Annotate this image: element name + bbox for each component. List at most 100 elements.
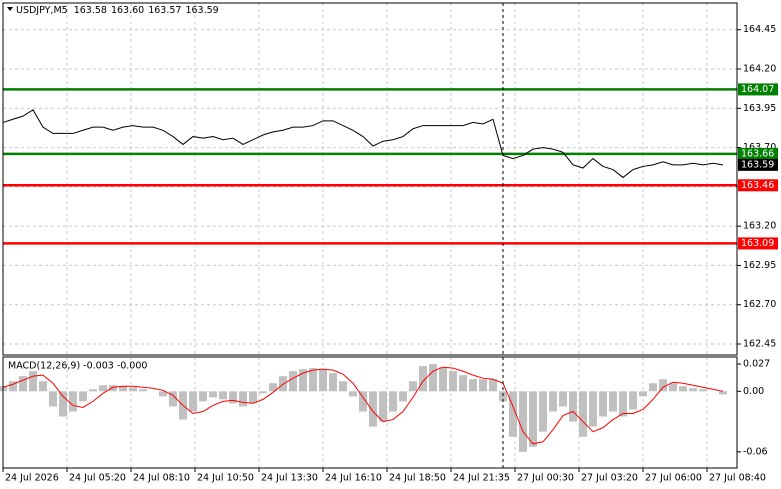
macd-bar — [479, 379, 487, 392]
y-tick-label: 162.95 — [743, 260, 776, 271]
macd-bar — [309, 368, 317, 392]
macd-bar — [129, 387, 137, 392]
y-tick-label: 164.45 — [743, 24, 776, 35]
level-label-box — [738, 237, 778, 250]
x-tick-label: 27 Jul 06:00 — [645, 473, 702, 484]
macd-bar — [429, 364, 437, 392]
ohlc-value: 163.60 — [111, 5, 144, 16]
macd-bar — [269, 383, 277, 392]
macd-bar — [69, 391, 77, 412]
macd-bar — [549, 391, 557, 412]
x-tick-label: 24 Jul 21:35 — [453, 473, 510, 484]
macd-bar — [59, 391, 67, 417]
macd-bar — [579, 391, 587, 437]
x-tick-label: 27 Jul 03:20 — [581, 473, 638, 484]
macd-bar — [569, 391, 577, 422]
level-label: 163.46 — [741, 180, 774, 191]
macd-title: MACD(12,26,9) -0.003 -0.000 — [8, 361, 147, 372]
current-price-box — [738, 158, 778, 171]
x-tick-label: 24 Jul 13:30 — [261, 473, 318, 484]
macd-bar — [349, 391, 357, 397]
y-tick-label: 163.95 — [743, 103, 776, 114]
macd-bar — [719, 391, 727, 395]
macd-bar — [359, 391, 367, 412]
macd-bar — [99, 385, 107, 392]
overlay: 24 Jul 2026 24 Jul 05:20 24 Jul 08:10 24 Ju… — [2, 24, 778, 484]
macd-bar — [29, 371, 37, 392]
macd-bar — [159, 391, 167, 397]
macd-bar — [619, 391, 627, 417]
y-tick-label: 0.00 — [743, 386, 764, 397]
macd-bar — [189, 391, 197, 412]
macd-bar — [599, 391, 607, 417]
macd-bar — [49, 391, 57, 407]
macd-bar — [289, 371, 297, 392]
macd-bar — [79, 391, 87, 402]
macd-bar — [19, 376, 27, 392]
macd-bar — [399, 391, 407, 402]
macd-panel-frame — [2, 356, 738, 469]
symbol-header: USDJPY,M5 163.58 163.60 163.57 163.59 — [16, 5, 219, 16]
macd-bar — [139, 389, 147, 392]
x-tick-label: 27 Jul 00:30 — [517, 473, 574, 484]
x-tick-label: 24 Jul 16:10 — [325, 473, 382, 484]
macd-bar — [499, 391, 507, 402]
macd-bar — [89, 389, 97, 392]
macd-bar — [9, 381, 17, 392]
macd-bar — [319, 369, 327, 392]
x-tick-label: 27 Jul 08:40 — [709, 473, 766, 484]
macd-bar — [559, 391, 567, 407]
y-tick-label: -0.06 — [743, 446, 768, 457]
symbol-title: USDJPY,M5 — [16, 5, 68, 16]
macd-bar — [239, 391, 247, 407]
macd-bar — [379, 391, 387, 422]
macd-bar — [649, 383, 657, 392]
macd-bar — [369, 391, 377, 427]
y-tick-label: 163.20 — [743, 221, 776, 232]
x-tick-label: 24 Jul 08:10 — [133, 473, 190, 484]
macd-bar — [699, 389, 707, 392]
macd-bar — [299, 369, 307, 392]
macd-bar — [219, 391, 227, 400]
price-panel-frame — [2, 2, 738, 356]
macd-bar — [639, 391, 647, 397]
current-price-label: 163.59 — [741, 159, 774, 170]
macd-bar — [539, 391, 547, 432]
macd-bar — [329, 373, 337, 392]
macd-bar — [669, 383, 677, 392]
level-label-box — [738, 179, 778, 192]
x-tick-label: 24 Jul 05:20 — [69, 473, 126, 484]
x-tick-label: 24 Jul 10:50 — [197, 473, 254, 484]
macd-bar — [489, 379, 497, 392]
ohlc-value: 163.58 — [74, 5, 107, 16]
macd-bar — [659, 379, 667, 392]
macd-bar — [529, 391, 537, 447]
y-tick-label: 163.70 — [743, 142, 776, 153]
y-tick-label: 162.45 — [743, 339, 776, 350]
x-tick-label: 24 Jul 18:50 — [389, 473, 446, 484]
collapse-marker — [7, 7, 13, 11]
y-tick-label: 0.027 — [743, 359, 770, 370]
macd-bar — [509, 391, 517, 437]
macd-bar — [229, 391, 237, 404]
macd-bar — [259, 391, 267, 394]
macd-bar — [409, 381, 417, 392]
macd-bar — [109, 385, 117, 392]
ohlc-value: 163.59 — [185, 5, 218, 16]
macd-bar — [249, 391, 257, 404]
macd-bar — [679, 386, 687, 392]
macd-bar — [39, 381, 47, 392]
price-line — [2, 109, 724, 179]
level-label-box — [738, 83, 778, 96]
level-label-box — [738, 147, 778, 160]
macd-bar — [439, 367, 447, 392]
macd-bar — [339, 381, 347, 392]
signal-line — [2, 366, 724, 445]
macd-bar — [169, 391, 177, 407]
macd-bar — [209, 391, 217, 398]
macd-bar — [449, 371, 457, 392]
macd-bar — [629, 391, 637, 410]
macd-bar — [119, 386, 127, 392]
y-tick-label: 162.70 — [743, 299, 776, 310]
